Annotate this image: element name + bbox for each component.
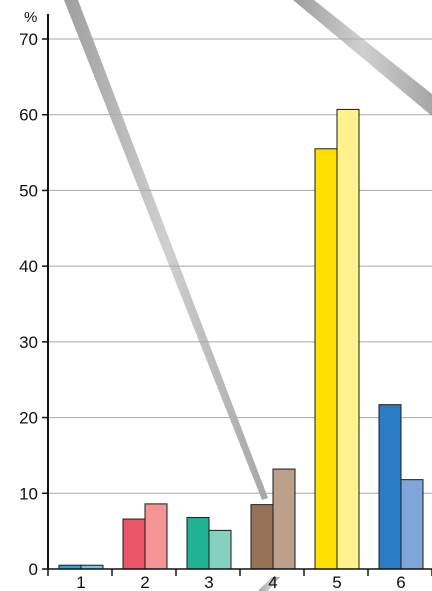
y-tick-label: 40 <box>19 257 38 276</box>
y-tick-label: 50 <box>19 181 38 200</box>
bar-2-series-2 <box>144 503 168 570</box>
x-tick-label: 2 <box>140 573 149 591</box>
bar-6-series-2 <box>400 479 424 570</box>
bar-4-series-2 <box>272 468 296 570</box>
bar-4-series-1 <box>250 504 274 570</box>
bars <box>58 108 424 570</box>
bar-3-series-2 <box>208 529 232 570</box>
x-tick-label: 5 <box>332 573 341 591</box>
x-tick-label: 1 <box>76 573 85 591</box>
y-tick-label: 70 <box>19 30 38 49</box>
axes <box>42 14 432 576</box>
y-tick-label: 0 <box>29 560 38 579</box>
bar-2-series-1 <box>122 518 146 570</box>
y-tick-label: 30 <box>19 333 38 352</box>
y-tick-labels: 0 10 20 30 40 50 60 70 <box>19 30 38 579</box>
bar-6-series-1 <box>378 404 402 570</box>
decorative-stripe-right <box>293 0 432 116</box>
y-tick-label: 10 <box>19 484 38 503</box>
decorative-stripes <box>64 0 432 591</box>
decorative-stripe-bottom <box>258 577 280 591</box>
x-tick-labels: 1 2 3 4 5 6 <box>76 573 405 591</box>
y-unit-label: % <box>24 9 37 26</box>
x-tick-label: 6 <box>396 573 405 591</box>
x-tick-label: 3 <box>204 573 213 591</box>
bar-5-series-2 <box>336 108 360 570</box>
bar-5-series-1 <box>314 148 338 570</box>
bar-3-series-1 <box>186 517 210 570</box>
decorative-stripe-left <box>64 0 268 500</box>
y-tick-label: 60 <box>19 106 38 125</box>
y-tick-label: 20 <box>19 409 38 428</box>
gridlines <box>48 38 432 494</box>
x-tick-label: 4 <box>268 573 277 591</box>
